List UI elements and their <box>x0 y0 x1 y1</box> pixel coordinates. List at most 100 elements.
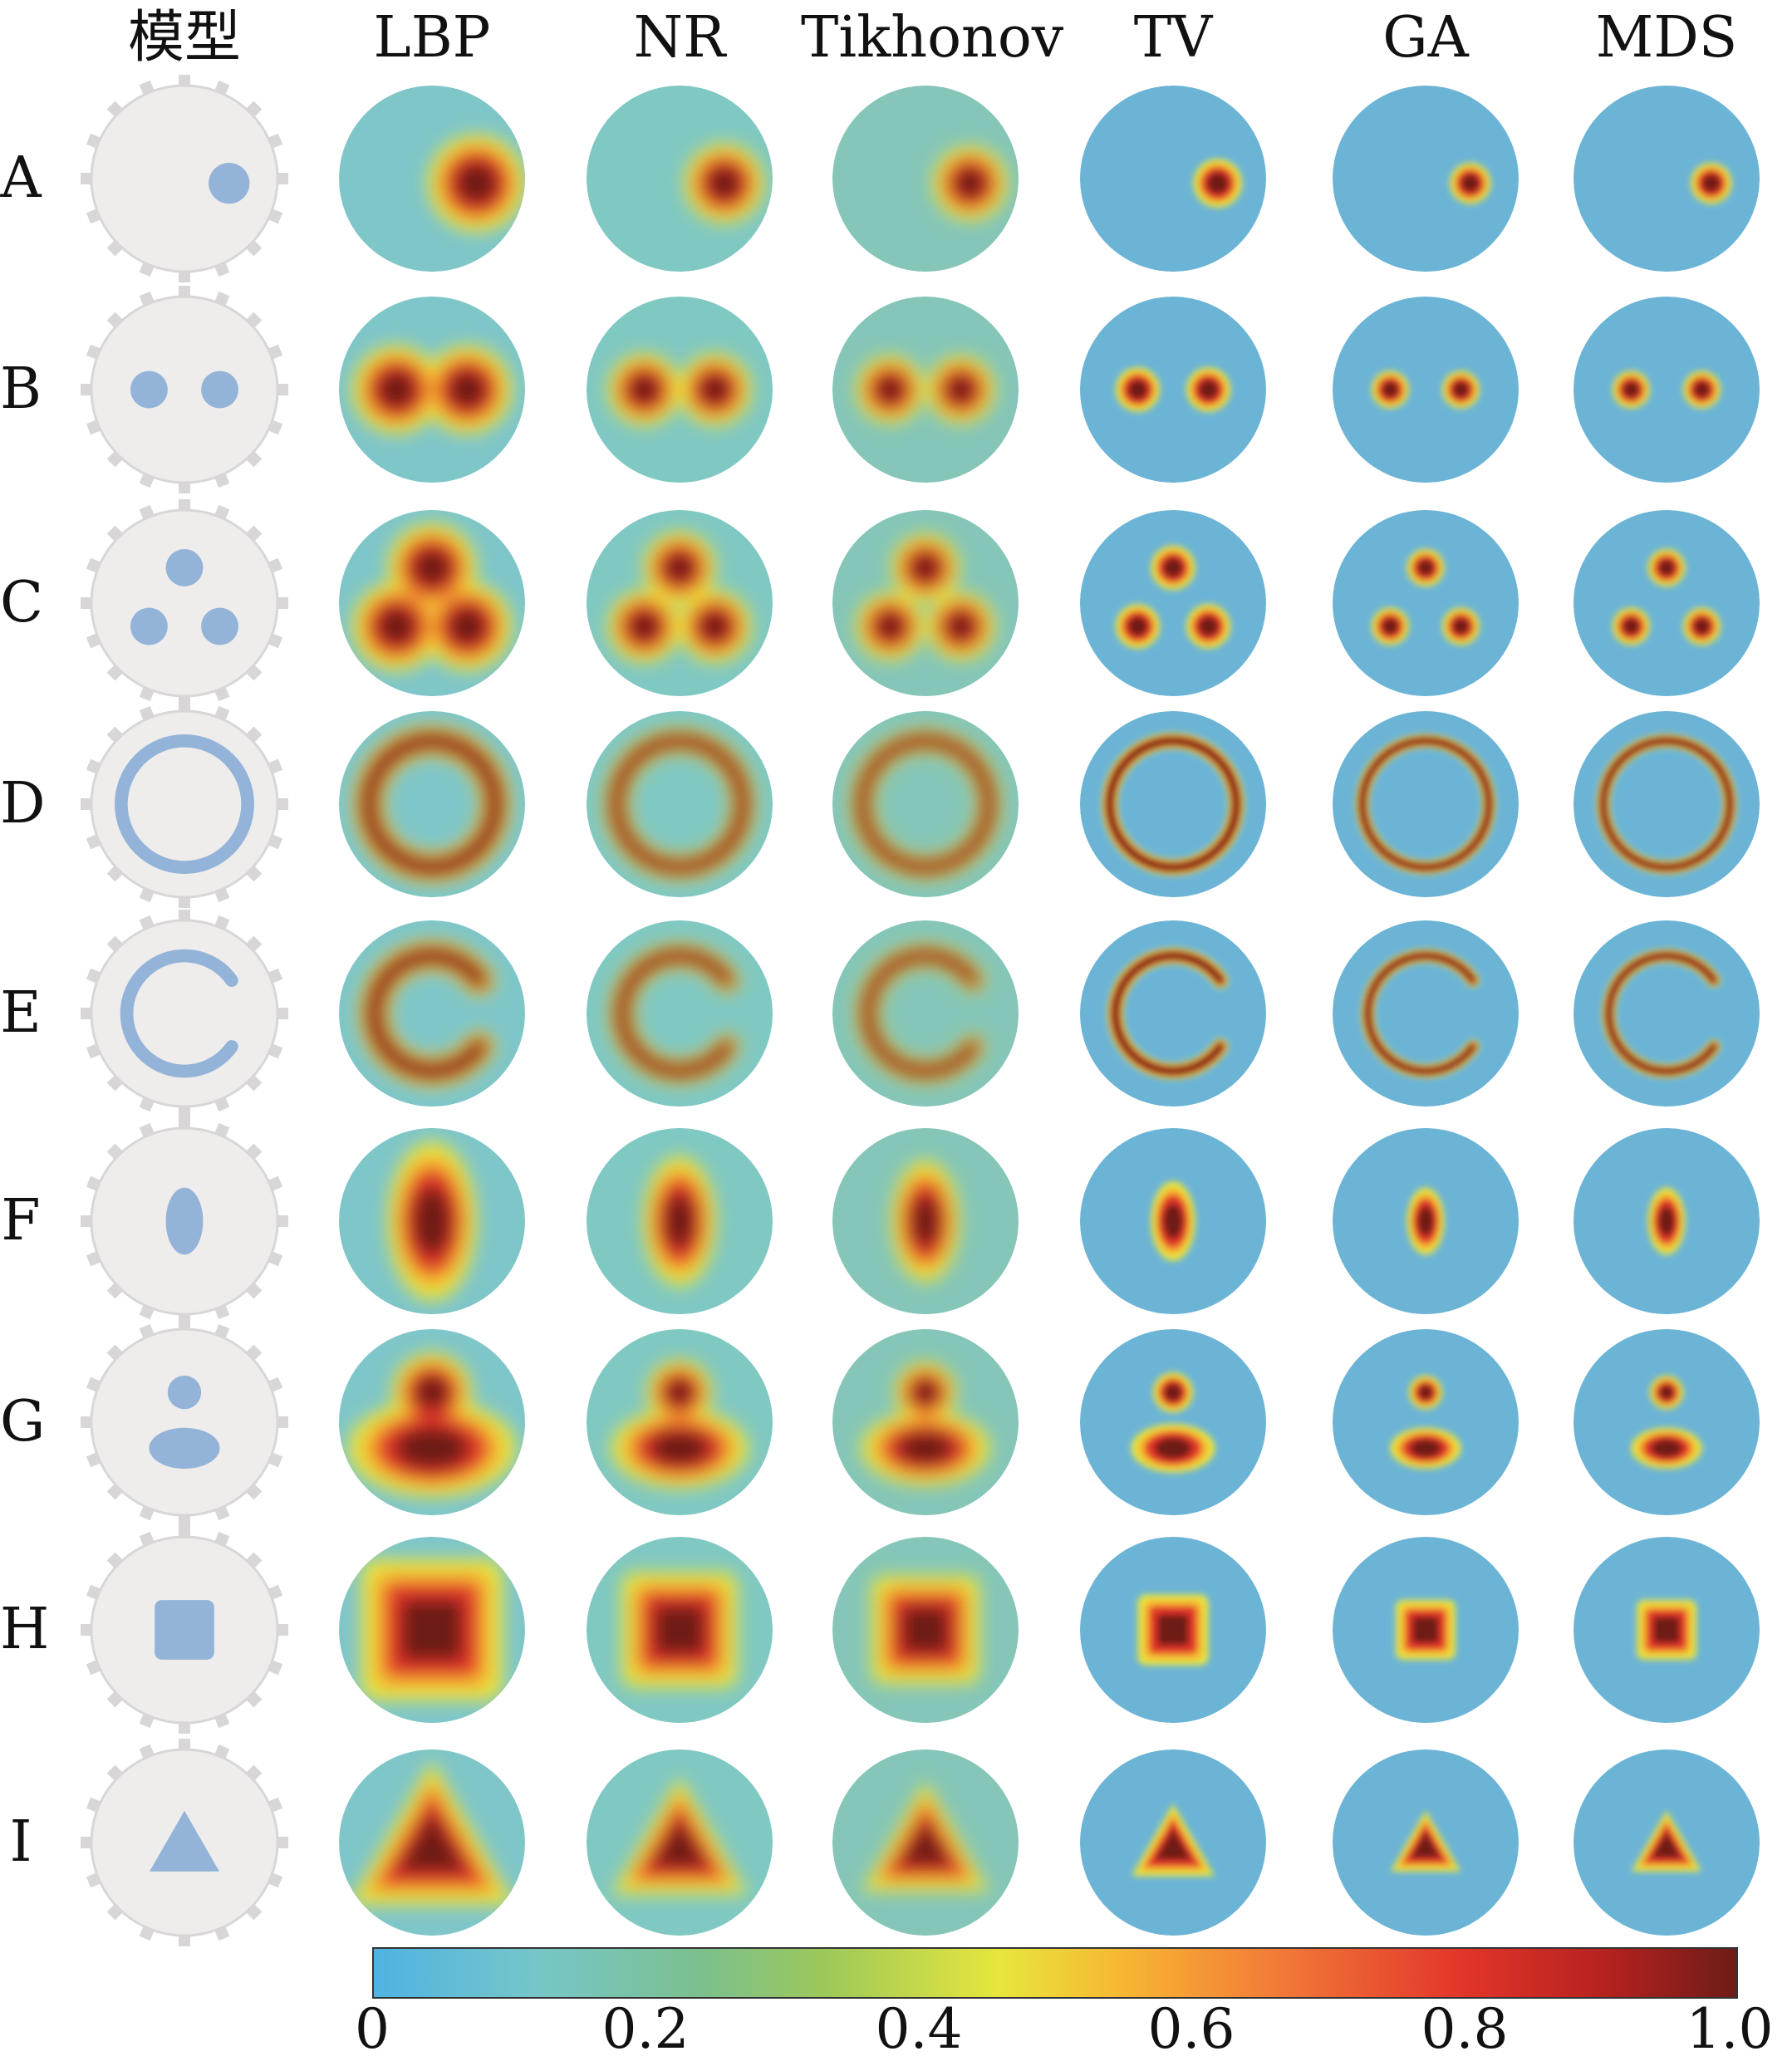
row-label-d: D <box>0 771 46 837</box>
electrode <box>81 597 92 609</box>
reconstruction-field <box>339 297 525 483</box>
electrode <box>81 1215 92 1227</box>
electrode <box>81 1624 92 1636</box>
model-disc <box>90 508 279 698</box>
electrode <box>179 1722 190 1734</box>
electrode <box>81 1837 92 1848</box>
col-header-tikhonov: Tikhonov <box>801 5 1064 71</box>
row-label-i: I <box>9 1809 32 1875</box>
row-label-b: B <box>0 356 42 422</box>
cell-f-ga <box>1333 1128 1519 1314</box>
cell-h-tikhonov <box>832 1537 1019 1723</box>
cell-c-lbp <box>339 510 525 696</box>
cell-a-model <box>81 74 288 282</box>
cell-d-tv <box>1080 711 1266 897</box>
model-disc <box>90 1327 279 1517</box>
electrode <box>277 798 288 810</box>
model-disc <box>90 919 279 1108</box>
cell-c-model <box>81 499 288 707</box>
colorbar-tick: 0.2 <box>601 1997 690 2061</box>
electrode <box>277 597 288 609</box>
col-header-ga: GA <box>1382 5 1469 71</box>
cell-b-ga <box>1333 297 1519 483</box>
col-header-model: 模型 <box>127 5 241 71</box>
reconstruction-field <box>1333 1537 1519 1723</box>
electrode <box>179 482 190 493</box>
cell-d-tikhonov <box>832 711 1019 897</box>
reconstruction-field <box>1080 1749 1266 1936</box>
reconstruction-field <box>339 711 525 897</box>
cell-d-nr <box>587 711 773 897</box>
model-inclusion <box>155 1600 214 1660</box>
row-label-h: H <box>0 1597 50 1662</box>
reconstruction-field <box>587 1749 773 1936</box>
cell-b-mds <box>1574 297 1760 483</box>
cell-g-model <box>81 1318 288 1526</box>
reconstruction-field <box>1574 1749 1760 1936</box>
cell-a-nr <box>587 86 773 272</box>
cell-a-tv <box>1080 86 1266 272</box>
cell-c-tikhonov <box>832 510 1019 696</box>
reconstruction-field <box>1574 1329 1760 1515</box>
reconstruction-field <box>1574 1537 1760 1723</box>
electrode <box>179 1106 190 1117</box>
reconstruction-field <box>339 1329 525 1515</box>
reconstruction-field <box>339 86 525 272</box>
model-inclusion <box>150 1810 219 1872</box>
electrode <box>179 74 190 86</box>
model-inclusion <box>149 1376 220 1469</box>
model-inclusion <box>165 1187 204 1255</box>
reconstruction-field <box>1333 297 1519 483</box>
reconstruction-field <box>1333 920 1519 1107</box>
cell-h-model <box>81 1526 288 1734</box>
electrode <box>81 798 92 810</box>
cell-i-tikhonov <box>832 1749 1019 1936</box>
reconstruction-field <box>587 510 773 696</box>
reconstruction-field <box>832 711 1019 897</box>
reconstruction-field <box>1333 711 1519 897</box>
reconstruction-field <box>587 86 773 272</box>
cell-a-ga <box>1333 86 1519 272</box>
model-disc <box>90 84 279 273</box>
cell-c-ga <box>1333 510 1519 696</box>
reconstruction-field <box>1333 1329 1519 1515</box>
reconstruction-field <box>339 920 525 1107</box>
electrode <box>277 1624 288 1636</box>
reconstruction-field <box>832 510 1019 696</box>
cell-e-nr <box>587 920 773 1107</box>
cell-e-ga <box>1333 920 1519 1107</box>
col-header-tv: TV <box>1133 5 1213 71</box>
cell-h-tv <box>1080 1537 1266 1723</box>
cell-g-lbp <box>339 1329 525 1515</box>
cell-i-nr <box>587 1749 773 1936</box>
model-inclusion <box>130 370 238 409</box>
reconstruction-field <box>832 1128 1019 1314</box>
cell-i-model <box>81 1739 288 1946</box>
cell-g-nr <box>587 1329 773 1515</box>
row-label-g: G <box>0 1389 46 1455</box>
reconstruction-field <box>1080 1128 1266 1314</box>
reconstruction-field <box>339 510 525 696</box>
electrode <box>179 700 190 712</box>
cell-e-mds <box>1574 920 1760 1107</box>
cell-e-model <box>81 910 288 1117</box>
cell-a-tikhonov <box>832 86 1019 272</box>
colorbar-tick: 0.6 <box>1147 1997 1235 2061</box>
reconstruction-field <box>1080 1329 1266 1515</box>
reconstruction-field <box>1080 920 1266 1107</box>
reconstruction-field <box>587 920 773 1107</box>
electrode <box>277 1215 288 1227</box>
electrode <box>179 1526 190 1538</box>
cell-b-nr <box>587 297 773 483</box>
reconstruction-field <box>1080 1537 1266 1723</box>
reconstruction-field <box>832 1537 1019 1723</box>
row-label-f: F <box>1 1188 41 1254</box>
reconstruction-field <box>1080 711 1266 897</box>
colorbar-tick: 0 <box>355 1997 390 2061</box>
model-inclusion <box>120 949 238 1078</box>
reconstruction-field <box>1333 510 1519 696</box>
reconstruction-field <box>1333 86 1519 272</box>
electrode <box>179 286 190 297</box>
electrode <box>179 1318 190 1330</box>
colorbar <box>372 1947 1738 1999</box>
